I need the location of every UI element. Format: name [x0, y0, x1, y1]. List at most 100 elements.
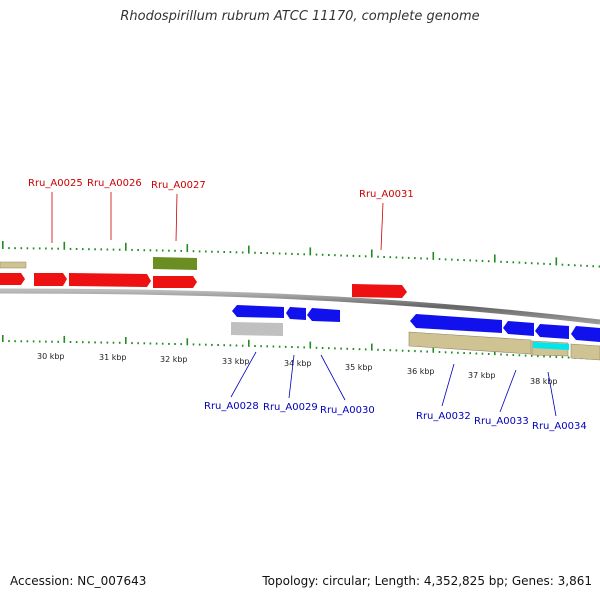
reverse-cds-feature[interactable]	[231, 322, 283, 336]
forward-cds-feature[interactable]	[0, 261, 27, 269]
outer-tick	[284, 252, 287, 255]
outer-tick	[63, 241, 66, 250]
outer-tick	[352, 254, 355, 257]
reverse-cds-feature[interactable]	[408, 331, 532, 355]
inner-tick	[241, 344, 244, 347]
reverse-cds-feature[interactable]	[503, 321, 534, 336]
inner-tick	[26, 340, 29, 343]
outer-tick	[192, 250, 195, 253]
outer-tick	[530, 262, 533, 265]
inner-tick	[420, 350, 422, 353]
outer-tick	[94, 248, 96, 251]
outer-tick	[75, 248, 78, 250]
callout-line	[230, 351, 257, 398]
inner-tick	[389, 349, 392, 352]
inner-tick	[131, 342, 133, 345]
inner-tick	[248, 339, 250, 347]
callout-line	[320, 354, 346, 401]
outer-tick	[82, 248, 84, 251]
inner-tick	[426, 350, 428, 353]
inner-tick	[334, 347, 336, 350]
callout-line	[499, 369, 517, 413]
inner-tick	[377, 348, 379, 351]
gene-label[interactable]: Rru_A0032	[416, 411, 471, 422]
outer-tick	[229, 251, 232, 254]
outer-tick	[57, 247, 59, 250]
outer-tick	[543, 262, 545, 265]
outer-tick	[457, 258, 459, 261]
gene-label[interactable]: Rru_A0031	[359, 189, 414, 200]
outer-tick	[26, 247, 29, 250]
kbp-tick-label: 31 kbp	[99, 353, 127, 362]
outer-tick	[592, 265, 594, 268]
reverse-cds-feature[interactable]	[571, 326, 600, 342]
inner-tick	[364, 348, 367, 351]
inner-tick	[315, 346, 318, 349]
outer-tick	[340, 254, 342, 257]
inner-tick	[2, 335, 4, 342]
inner-tick	[192, 343, 195, 346]
inner-tick	[75, 341, 78, 344]
inner-tick	[198, 343, 201, 346]
outer-tick	[168, 249, 170, 252]
forward-cds-feature[interactable]	[153, 276, 197, 288]
genome-summary-text: Topology: circular; Length: 4,352,825 bp…	[262, 574, 592, 588]
outer-tick	[223, 251, 225, 253]
gene-label[interactable]: Rru_A0034	[532, 421, 587, 432]
forward-cds-feature[interactable]	[153, 257, 197, 270]
gene-label[interactable]: Rru_A0030	[320, 405, 375, 416]
outer-tick	[598, 265, 600, 268]
inner-tick	[32, 340, 35, 343]
kbp-tick-label: 34 kbp	[284, 359, 312, 368]
reverse-cds-feature[interactable]	[570, 343, 600, 361]
inner-tick	[530, 354, 533, 357]
outer-tick	[518, 261, 521, 264]
outer-tick	[555, 257, 558, 266]
forward-cds-feature[interactable]	[0, 273, 25, 285]
gene-label[interactable]: Rru_A0029	[263, 402, 318, 413]
inner-tick	[143, 342, 146, 345]
inner-tick	[168, 342, 170, 345]
forward-cds-feature[interactable]	[352, 284, 407, 298]
inner-tick	[235, 344, 238, 347]
forward-cds-feature[interactable]	[34, 273, 67, 286]
map-title: Rhodospirillum rubrum ATCC 11170, comple…	[120, 9, 480, 24]
inner-tick	[340, 347, 342, 350]
outer-tick	[463, 259, 465, 262]
inner-tick	[432, 345, 435, 353]
kbp-tick-label: 33 kbp	[222, 357, 250, 366]
inner-tick	[500, 353, 502, 356]
inner-tick	[125, 337, 127, 344]
gene-label[interactable]: Rru_A0026	[87, 178, 142, 189]
gene-label[interactable]: Rru_A0033	[474, 416, 529, 427]
inner-tick	[487, 353, 490, 355]
outer-tick	[174, 249, 176, 252]
reverse-cds-feature[interactable]	[533, 342, 569, 350]
outer-tick	[426, 257, 428, 260]
outer-tick-row	[2, 241, 600, 268]
kbp-tick-label: 30 kbp	[37, 352, 65, 361]
reverse-cds-feature[interactable]	[307, 308, 340, 322]
reverse-cds-feature[interactable]	[535, 324, 569, 339]
reverse-cds-feature[interactable]	[286, 307, 306, 320]
outer-tick	[500, 260, 502, 263]
gene-label[interactable]: Rru_A0027	[151, 180, 206, 191]
inner-tick	[463, 352, 465, 354]
inner-tick	[524, 354, 527, 357]
outer-tick	[395, 256, 398, 259]
kbp-tick-label: 38 kbp	[530, 377, 558, 386]
inner-tick	[217, 344, 219, 346]
gene-label[interactable]: Rru_A0025	[28, 178, 83, 189]
inner-tick	[414, 350, 416, 353]
inner-tick	[272, 345, 275, 348]
inner-tick	[14, 340, 16, 343]
outer-tick	[118, 248, 121, 251]
outer-tick	[549, 263, 551, 266]
reverse-cds-feature[interactable]	[410, 314, 502, 333]
forward-cds-feature[interactable]	[69, 273, 151, 287]
reverse-cds-feature[interactable]	[232, 305, 284, 318]
inner-tick	[383, 349, 385, 351]
inner-tick	[155, 342, 158, 345]
gene-label[interactable]: Rru_A0028	[204, 401, 259, 412]
